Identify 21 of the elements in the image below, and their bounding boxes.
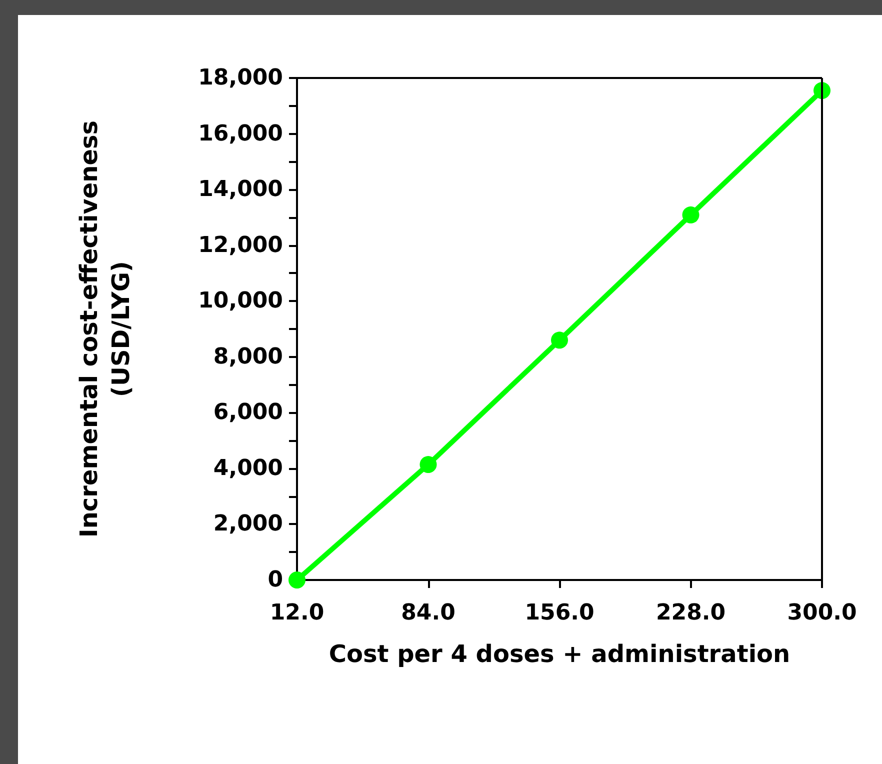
y-tick-label: 10,000 <box>198 288 283 314</box>
y-tick-label: 8,000 <box>213 344 283 370</box>
y-axis-title: Incremental cost-effectiveness (USD/LYG) <box>75 120 135 538</box>
y-tick-label: 6,000 <box>213 400 283 426</box>
point <box>420 456 437 474</box>
y-tick-label: 12,000 <box>198 232 283 258</box>
x-axis-title: Cost per 4 doses + administration <box>328 640 790 668</box>
y-tick-label: 14,000 <box>198 177 283 202</box>
point <box>551 332 568 349</box>
y-tick-label: 4,000 <box>213 456 283 481</box>
y-tick-label: 16,000 <box>198 121 283 146</box>
x-tick-label: 84.0 <box>401 600 456 626</box>
point <box>682 206 700 224</box>
x-tick-label: 12.0 <box>270 600 324 626</box>
y-tick-label: 18,000 <box>198 66 283 90</box>
point <box>288 572 306 588</box>
y-tick-label: 0 <box>268 568 283 592</box>
x-tick-label: 300.0 <box>787 600 857 626</box>
x-tick-label: 156.0 <box>524 600 594 626</box>
y-tick-label: 2,000 <box>213 512 283 537</box>
x-tick-label: 228.0 <box>656 600 726 626</box>
